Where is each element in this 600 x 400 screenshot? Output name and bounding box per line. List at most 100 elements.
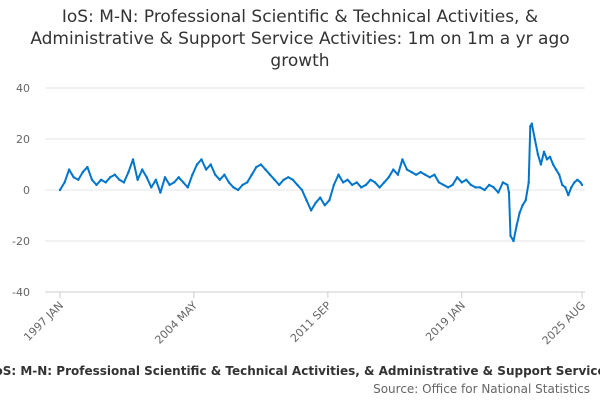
- data-point: [109, 176, 112, 179]
- data-point: [364, 183, 368, 187]
- data-point: [433, 173, 436, 176]
- data-point: [159, 191, 162, 194]
- data-point: [328, 199, 331, 202]
- data-point: [383, 181, 386, 184]
- data-point: [145, 176, 148, 179]
- data-point: [246, 181, 249, 184]
- data-point: [405, 168, 409, 171]
- data-point: [118, 178, 121, 181]
- data-point: [478, 186, 482, 189]
- data-point: [573, 181, 576, 184]
- data-point: [378, 186, 381, 189]
- data-point: [309, 209, 313, 212]
- data-point: [282, 178, 285, 181]
- data-point: [191, 173, 194, 176]
- data-point: [437, 181, 441, 184]
- data-point: [465, 178, 468, 181]
- series-points: [58, 122, 584, 243]
- data-point: [551, 163, 555, 166]
- data-point: [214, 173, 217, 176]
- data-point: [305, 199, 308, 202]
- data-point: [530, 122, 533, 125]
- data-point: [163, 176, 167, 179]
- data-point: [99, 178, 103, 181]
- data-point: [373, 181, 377, 184]
- data-point: [428, 176, 431, 179]
- data-point: [424, 173, 427, 176]
- gridlines: [45, 87, 585, 293]
- data-point: [218, 178, 221, 181]
- data-point: [150, 186, 153, 189]
- data-point: [255, 165, 258, 169]
- data-point: [223, 173, 226, 176]
- data-point: [127, 170, 130, 174]
- x-tick-label: 2004 MAY: [152, 299, 200, 347]
- data-point: [529, 125, 532, 128]
- data-point: [63, 181, 66, 184]
- data-point: [561, 183, 564, 187]
- y-tick-label: 20: [16, 133, 30, 146]
- data-point: [512, 239, 515, 243]
- data-point: [104, 181, 107, 184]
- data-point: [332, 183, 336, 187]
- data-point: [554, 168, 558, 171]
- data-point: [576, 178, 579, 181]
- data-point: [113, 173, 117, 176]
- data-point: [419, 170, 422, 174]
- data-point: [154, 178, 158, 181]
- data-point: [501, 181, 505, 184]
- data-point: [273, 178, 276, 181]
- data-point: [474, 186, 477, 189]
- data-point: [259, 163, 263, 166]
- data-point: [410, 170, 413, 174]
- data-point: [533, 137, 536, 141]
- data-point: [209, 163, 212, 166]
- data-point: [195, 163, 199, 166]
- data-point: [558, 173, 561, 176]
- y-tick-label: 0: [23, 184, 30, 197]
- data-point: [456, 176, 459, 179]
- data-point: [122, 181, 126, 184]
- data-point: [186, 186, 189, 189]
- data-point: [277, 183, 281, 187]
- data-point: [131, 158, 135, 161]
- data-point: [507, 191, 511, 194]
- data-point: [236, 188, 240, 192]
- data-point: [319, 196, 322, 199]
- data-point: [570, 186, 573, 189]
- data-point: [250, 173, 253, 176]
- data-point: [536, 153, 540, 156]
- data-point: [488, 183, 491, 187]
- data-point: [355, 181, 358, 184]
- data-point: [483, 188, 486, 192]
- x-tick-label: 2011 SEP: [288, 299, 334, 345]
- data-point: [351, 183, 354, 187]
- data-point: [396, 173, 400, 176]
- data-point: [469, 183, 473, 187]
- data-point: [451, 183, 454, 187]
- data-point: [539, 163, 543, 166]
- data-point: [241, 183, 244, 187]
- data-point: [545, 158, 549, 161]
- data-point: [369, 178, 372, 181]
- data-point: [72, 176, 75, 179]
- data-point: [564, 186, 567, 189]
- x-axis-ticks: 1997 JAN 2004 MAY 2011 SEP 2019 JAN 2025 AUG: [21, 292, 588, 347]
- data-point: [401, 158, 404, 161]
- y-axis-ticks: 40 20 0 -20 -40: [12, 82, 30, 299]
- y-tick-label: 40: [16, 82, 30, 95]
- data-point: [90, 178, 94, 181]
- data-point: [542, 150, 546, 153]
- data-point: [323, 204, 326, 207]
- data-point: [442, 183, 445, 187]
- data-point: [579, 181, 582, 184]
- data-point: [360, 186, 363, 189]
- data-point: [232, 186, 235, 189]
- data-point: [346, 178, 349, 181]
- data-point: [95, 183, 98, 187]
- data-point: [300, 188, 304, 192]
- x-tick-label: 1997 JAN: [21, 299, 66, 344]
- data-point: [264, 168, 267, 171]
- data-point: [86, 165, 89, 169]
